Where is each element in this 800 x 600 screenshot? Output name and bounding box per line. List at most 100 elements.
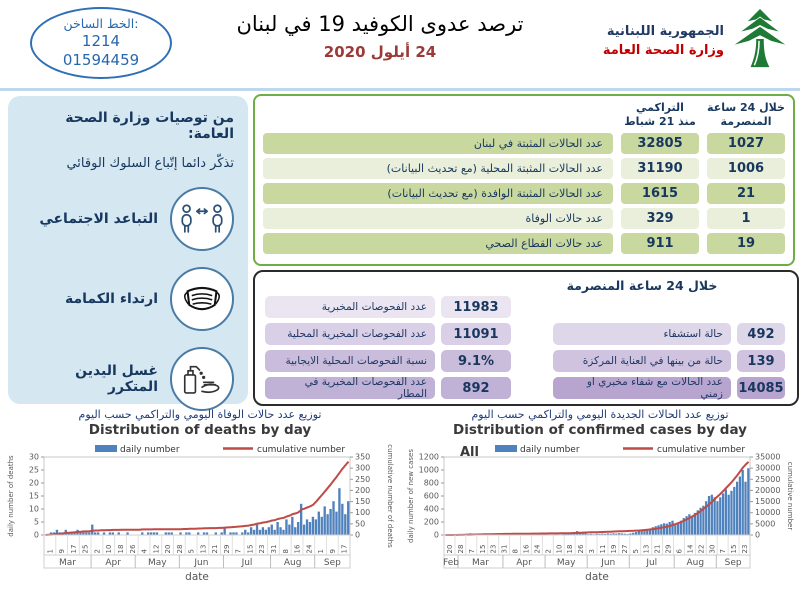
value-cumulative: 32805 [621,132,699,154]
svg-text:3: 3 [588,549,596,553]
svg-text:Jun: Jun [600,558,615,568]
svg-text:4: 4 [141,549,149,554]
sidebar-title: من توصيات وزارة الصحة العامة: [65,110,234,142]
deaths-chart: توزيع عدد حالات الوفاة اليومي والتراكمي … [2,408,398,598]
svg-text:daily number of new cases: daily number of new cases [407,449,415,543]
svg-text:17: 17 [341,545,349,554]
svg-text:daily number of deaths: daily number of deaths [7,455,15,537]
svg-text:daily number: daily number [120,445,180,455]
row-value: 892 [441,377,511,399]
svg-text:0: 0 [355,531,360,540]
svg-text:10: 10 [105,545,113,554]
svg-text:29: 29 [223,545,231,554]
hotline-label: الخط الساخن: [63,16,139,32]
svg-text:28: 28 [457,545,465,554]
row-value: 14085 [737,377,785,399]
svg-text:1200: 1200 [419,453,439,462]
table-row: 21 1615 عدد الحالات المثبتة الوافدة (مع … [263,182,785,204]
svg-text:16: 16 [294,544,302,553]
svg-text:17: 17 [70,545,78,554]
svg-text:29: 29 [665,545,673,554]
title-block: ترصد عدوى الكوفيد 19 في لبنان 24 أيلول 2… [195,12,565,61]
row-value: 139 [737,350,785,372]
svg-text:5000: 5000 [755,519,775,528]
svg-text:350: 350 [355,453,370,462]
svg-text:23: 23 [741,545,749,554]
svg-text:May: May [557,558,576,568]
svg-text:All: All [460,445,479,460]
ministry-line2: وزارة الصحة العامة [602,43,724,58]
svg-text:35000: 35000 [755,453,780,462]
ministry-name: الجمهورية اللبنانية وزارة الصحة العامة [603,22,724,61]
cases-table-header: خلال 24 ساعة المنصرمة التراكمي منذ 21 شب… [263,101,785,129]
ministry-line1: الجمهورية اللبنانية [606,23,724,39]
svg-text:0: 0 [34,531,39,540]
svg-text:7: 7 [235,549,243,553]
table-row: 19 911 عدد حالات القطاع الصحي [263,232,785,254]
recommendations-sidebar: من توصيات وزارة الصحة العامة: تذكّر دائم… [8,96,248,411]
svg-text:9: 9 [58,549,66,553]
svg-text:7: 7 [719,549,727,553]
svg-text:14: 14 [686,544,694,553]
svg-text:600: 600 [424,492,439,501]
value-last24h: 19 [707,232,785,254]
hand-washing-icon [170,347,234,411]
value-cumulative: 1615 [621,182,699,204]
hotline-number-long: 01594459 [62,50,140,69]
row-label: عدد الحالات مع شفاء مخبري او زمني [553,376,731,400]
svg-text:Jul: Jul [645,558,657,568]
svg-text:24: 24 [533,544,541,553]
svg-text:13: 13 [643,545,651,554]
svg-text:26: 26 [129,544,137,553]
row-label: عدد الحالات المثبتة المحلية (مع تحديث ال… [263,157,613,179]
cases-chart-title-english: Distribution of confirmed cases by day [453,422,747,438]
row-label: عدد حالات الوفاة [263,207,613,229]
svg-text:May: May [148,558,167,568]
svg-text:15: 15 [479,545,487,554]
svg-text:Apr: Apr [516,558,532,568]
cases-chart-canvas: daily number cumulative numberAll02004006… [407,445,794,583]
value-last24h: 1006 [707,157,785,179]
svg-text:daily number: daily number [520,445,580,455]
svg-text:150: 150 [355,497,370,506]
row-label: عدد الحالات المثبتة الوافدة (مع تحديث ال… [263,182,613,204]
svg-text:15000: 15000 [755,497,780,506]
tests-and-hospital-panel: خلال 24 ساعة المنصرمة عدد الفحوصات المخب… [253,270,799,406]
cedar-tree-icon [730,6,790,76]
svg-text:Sep: Sep [324,558,341,568]
svg-text:800: 800 [424,479,439,488]
row-label: عدد الفحوصات المخبرية المحلية [265,323,435,345]
svg-text:26: 26 [577,544,585,553]
social-distancing-icon [170,187,234,251]
svg-text:8: 8 [512,549,520,553]
svg-text:31: 31 [501,545,509,554]
svg-text:21: 21 [654,545,662,554]
svg-text:10: 10 [555,545,563,554]
row-label: حالة من بينها في العناية المركزة [553,350,731,372]
svg-text:12: 12 [152,545,160,554]
svg-text:16: 16 [522,544,530,553]
ministry-logo: الجمهورية اللبنانية وزارة الصحة العامة [603,6,790,76]
svg-text:10000: 10000 [755,508,780,517]
svg-text:25: 25 [29,466,39,475]
sidebar-item-hand-washing: غسل اليدين المتكرر [22,347,234,411]
svg-text:100: 100 [355,508,370,517]
svg-text:30: 30 [708,545,716,554]
row-label: عدد حالات القطاع الصحي [263,232,613,254]
value-cumulative: 31190 [621,157,699,179]
sidebar-item-label: التباعد الاجتماعي [39,211,158,227]
svg-text:18: 18 [117,545,125,554]
panel-header-last24h: خلال 24 ساعة المنصرمة [566,278,718,293]
row-label: عدد الفحوصات المخبرية في المطار [265,376,435,400]
sidebar-item-social-distancing: التباعد الاجتماعي [22,187,234,251]
svg-text:19: 19 [610,545,618,554]
row-label: عدد الفحوصات المخبرية [265,296,435,318]
deaths-chart-title-english: Distribution of deaths by day [88,422,312,438]
row-value: 492 [737,323,785,345]
row-value: 11091 [441,323,511,345]
svg-text:2: 2 [544,549,552,553]
report-header: الخط الساخن: 1214 01594459 ترصد عدوى الك… [0,0,800,91]
table-row: 1 329 عدد حالات الوفاة [263,207,785,229]
svg-text:cumulative number: cumulative number [786,462,794,531]
